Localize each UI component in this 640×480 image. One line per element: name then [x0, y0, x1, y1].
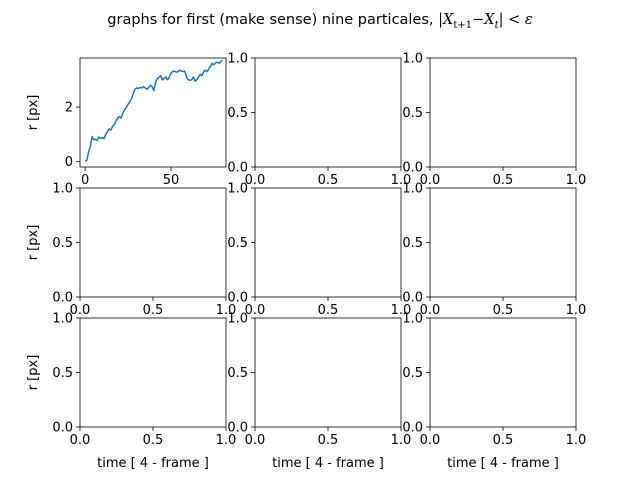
subplot-5: 0.0 0.5 1.0 0.0 0.5 1.0 — [227, 182, 411, 319]
y-axis-label: r [px] — [26, 225, 41, 261]
y-tick-label: 0.0 — [227, 291, 248, 306]
x-tick-label: 1.0 — [391, 173, 412, 188]
x-tick-label: 0 — [81, 173, 89, 188]
y-tick-label: 0.0 — [227, 421, 248, 436]
x-tick-label: 0.0 — [420, 433, 441, 448]
series-line — [84, 60, 223, 163]
y-tick-label: 1.0 — [227, 312, 248, 327]
y-tick-label: 0 — [65, 155, 73, 170]
y-tick-label: 0.0 — [52, 291, 73, 306]
subplot-1: 0 50 0 2 r [px] — [26, 57, 227, 188]
y-tick-label: 1.0 — [52, 182, 73, 197]
y-tick-label: 0.5 — [227, 366, 248, 381]
x-tick-label: 1.0 — [566, 173, 587, 188]
x-tick-label: 0.0 — [70, 303, 91, 318]
x-tick-label: 0.0 — [245, 173, 266, 188]
subplot-9: 0.0 0.5 1.0 0.0 0.5 1.0 time [ 4 - frame ] — [402, 312, 586, 472]
x-tick-label: 0.0 — [420, 303, 441, 318]
x-tick-label: 0.0 — [70, 433, 91, 448]
y-tick-label: 1.0 — [402, 312, 423, 327]
y-tick-label: 1.0 — [402, 182, 423, 197]
y-tick-label: 2 — [65, 101, 73, 116]
x-tick-label: 0.5 — [318, 173, 339, 188]
x-tick-label: 0.5 — [143, 433, 164, 448]
y-tick-label: 1.0 — [52, 312, 73, 327]
y-tick-label: 0.5 — [227, 236, 248, 251]
y-tick-label: 0.5 — [402, 106, 423, 121]
x-tick-label: 1.0 — [566, 433, 587, 448]
y-tick-label: 0.5 — [52, 236, 73, 251]
y-tick-label: 1.0 — [402, 52, 423, 67]
x-tick-label: 1.0 — [391, 433, 412, 448]
x-tick-label: 1.0 — [216, 303, 237, 318]
y-axis-label: r [px] — [26, 95, 41, 131]
x-tick-label: 0.5 — [143, 303, 164, 318]
x-tick-label: 0.0 — [420, 173, 441, 188]
y-tick-label: 0.0 — [402, 291, 423, 306]
y-tick-label: 1.0 — [227, 182, 248, 197]
y-tick-label: 0.0 — [402, 161, 423, 176]
x-tick-label: 0.5 — [493, 303, 514, 318]
x-tick-label: 1.0 — [391, 303, 412, 318]
y-tick-label: 0.5 — [402, 366, 423, 381]
x-tick-label: 1.0 — [216, 433, 237, 448]
y-tick-label: 0.0 — [52, 421, 73, 436]
x-tick-label: 0.0 — [245, 303, 266, 318]
x-axis-label: time [ 4 - frame ] — [272, 456, 384, 471]
subplot-2: 0.0 0.5 1.0 0.0 0.5 1.0 — [227, 52, 411, 189]
axes-frame — [79, 57, 227, 168]
x-tick-label: 1.0 — [566, 303, 587, 318]
y-tick-label: 0.5 — [402, 236, 423, 251]
subplot-7: 0.0 0.5 1.0 0.0 0.5 1.0 r [px] time [ 4 - frame… — [26, 312, 236, 472]
y-tick-label: 0.0 — [402, 421, 423, 436]
x-tick-label: 50 — [163, 173, 180, 188]
x-tick-label: 0.5 — [493, 173, 514, 188]
x-tick-label: 0.5 — [493, 433, 514, 448]
figure-title: graphs for first (make sense) nine parti… — [107, 12, 533, 31]
subplot-8: 0.0 0.5 1.0 0.0 0.5 1.0 time [ 4 - frame ] — [227, 312, 411, 472]
subplot-3: 0.0 0.5 1.0 0.0 0.5 1.0 — [402, 52, 586, 189]
y-tick-label: 0.5 — [52, 366, 73, 381]
subplot-6: 0.0 0.5 1.0 0.0 0.5 1.0 — [402, 182, 586, 319]
x-tick-label: 0.0 — [245, 433, 266, 448]
x-axis-label: time [ 4 - frame ] — [97, 456, 209, 471]
y-tick-label: 1.0 — [227, 52, 248, 67]
x-axis-label: time [ 4 - frame ] — [447, 456, 559, 471]
y-axis-label: r [px] — [26, 355, 41, 391]
y-tick-label: 0.0 — [227, 161, 248, 176]
y-tick-label: 0.5 — [227, 106, 248, 121]
subplot-4: 0.0 0.5 1.0 0.0 0.5 1.0 r [px] — [26, 182, 236, 319]
x-tick-label: 0.5 — [318, 303, 339, 318]
x-tick-label: 0.5 — [318, 433, 339, 448]
